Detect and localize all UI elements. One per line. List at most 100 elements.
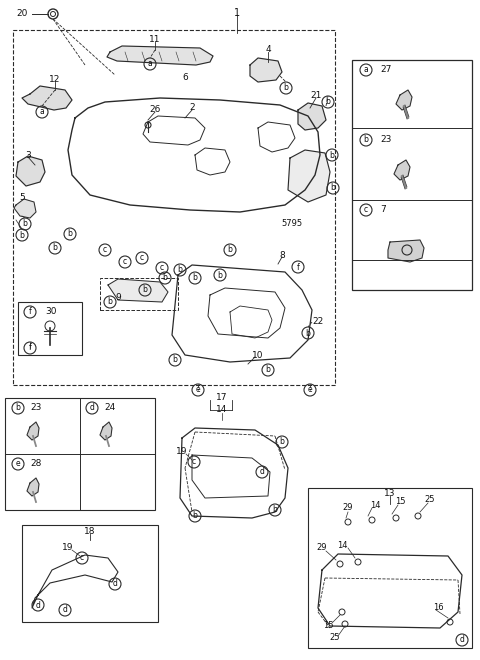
Text: a: a <box>364 65 368 75</box>
Text: e: e <box>16 459 20 469</box>
Text: e: e <box>308 385 312 395</box>
Text: 8: 8 <box>279 251 285 259</box>
Text: b: b <box>363 135 369 145</box>
Text: 29: 29 <box>317 543 327 552</box>
Bar <box>100 278 178 310</box>
Text: d: d <box>90 403 95 412</box>
Text: 21: 21 <box>310 92 322 100</box>
Polygon shape <box>288 150 330 202</box>
Polygon shape <box>394 160 410 180</box>
Text: b: b <box>284 84 288 92</box>
Text: 15: 15 <box>323 620 333 630</box>
Text: b: b <box>20 230 24 240</box>
Text: 28: 28 <box>30 459 41 469</box>
Bar <box>5 398 155 510</box>
Text: b: b <box>192 273 197 282</box>
Text: b: b <box>163 273 168 282</box>
Text: 19: 19 <box>176 447 188 457</box>
Text: 3: 3 <box>25 150 31 160</box>
Text: 7: 7 <box>380 205 386 214</box>
Text: c: c <box>80 554 84 562</box>
Bar <box>13 30 335 385</box>
Text: c: c <box>123 257 127 267</box>
Text: 6: 6 <box>182 73 188 82</box>
Text: 14: 14 <box>337 541 347 550</box>
Text: f: f <box>29 308 31 317</box>
Text: d: d <box>36 601 40 609</box>
Text: 10: 10 <box>252 350 264 360</box>
Text: 9: 9 <box>115 294 121 302</box>
Text: f: f <box>297 263 300 271</box>
Text: b: b <box>143 286 147 294</box>
Text: c: c <box>364 205 368 214</box>
Text: b: b <box>330 150 335 160</box>
Text: 5: 5 <box>19 193 25 203</box>
Polygon shape <box>22 86 72 110</box>
Text: 16: 16 <box>432 603 444 612</box>
Text: 4: 4 <box>265 46 271 55</box>
Bar <box>18 302 82 355</box>
Text: b: b <box>265 366 270 374</box>
Bar <box>22 525 158 622</box>
Text: e: e <box>196 385 200 395</box>
Polygon shape <box>16 156 45 186</box>
Text: b: b <box>68 230 72 238</box>
Text: 22: 22 <box>312 317 324 327</box>
Polygon shape <box>100 422 112 440</box>
Text: 24: 24 <box>104 403 115 412</box>
Text: 19: 19 <box>62 543 74 552</box>
Polygon shape <box>250 58 282 82</box>
Text: b: b <box>23 220 27 228</box>
Text: d: d <box>113 579 118 589</box>
Text: 25: 25 <box>425 496 435 504</box>
Text: b: b <box>279 438 285 447</box>
Polygon shape <box>298 103 326 130</box>
Text: c: c <box>160 263 164 273</box>
Text: 18: 18 <box>84 527 96 535</box>
Text: 15: 15 <box>395 498 405 506</box>
Text: d: d <box>459 636 465 645</box>
Text: b: b <box>53 244 58 253</box>
Text: b: b <box>108 298 112 306</box>
Text: c: c <box>140 253 144 263</box>
Text: b: b <box>15 403 21 412</box>
Text: 25: 25 <box>330 634 340 642</box>
Text: 29: 29 <box>343 504 353 513</box>
Text: c: c <box>192 457 196 467</box>
Text: b: b <box>331 183 336 193</box>
Bar <box>352 60 472 290</box>
Text: 5795: 5795 <box>281 220 302 228</box>
Text: 14: 14 <box>370 500 380 510</box>
Text: b: b <box>273 506 277 515</box>
Polygon shape <box>396 90 412 110</box>
Text: 11: 11 <box>149 36 161 44</box>
Text: d: d <box>260 467 264 477</box>
Text: 27: 27 <box>380 65 391 75</box>
Text: b: b <box>228 246 232 255</box>
Text: 13: 13 <box>384 490 396 498</box>
Text: 1: 1 <box>234 8 240 18</box>
Polygon shape <box>14 199 36 218</box>
Text: d: d <box>62 605 67 614</box>
Text: 23: 23 <box>30 403 41 412</box>
Text: 12: 12 <box>49 75 60 84</box>
Text: 17: 17 <box>216 393 228 403</box>
Polygon shape <box>27 422 39 440</box>
Polygon shape <box>108 279 168 302</box>
Text: 14: 14 <box>216 405 228 414</box>
Text: a: a <box>148 59 152 69</box>
Text: 30: 30 <box>45 308 57 317</box>
Text: 26: 26 <box>149 106 161 114</box>
Text: 23: 23 <box>380 135 391 145</box>
Text: b: b <box>192 512 197 521</box>
Polygon shape <box>388 240 424 262</box>
Text: b: b <box>306 329 311 337</box>
Text: f: f <box>29 343 31 352</box>
Text: b: b <box>178 265 182 275</box>
Text: b: b <box>325 98 330 106</box>
Text: b: b <box>217 271 222 279</box>
Text: 2: 2 <box>189 104 195 112</box>
Text: 20: 20 <box>16 9 28 18</box>
Text: c: c <box>103 246 107 255</box>
Bar <box>308 488 472 648</box>
